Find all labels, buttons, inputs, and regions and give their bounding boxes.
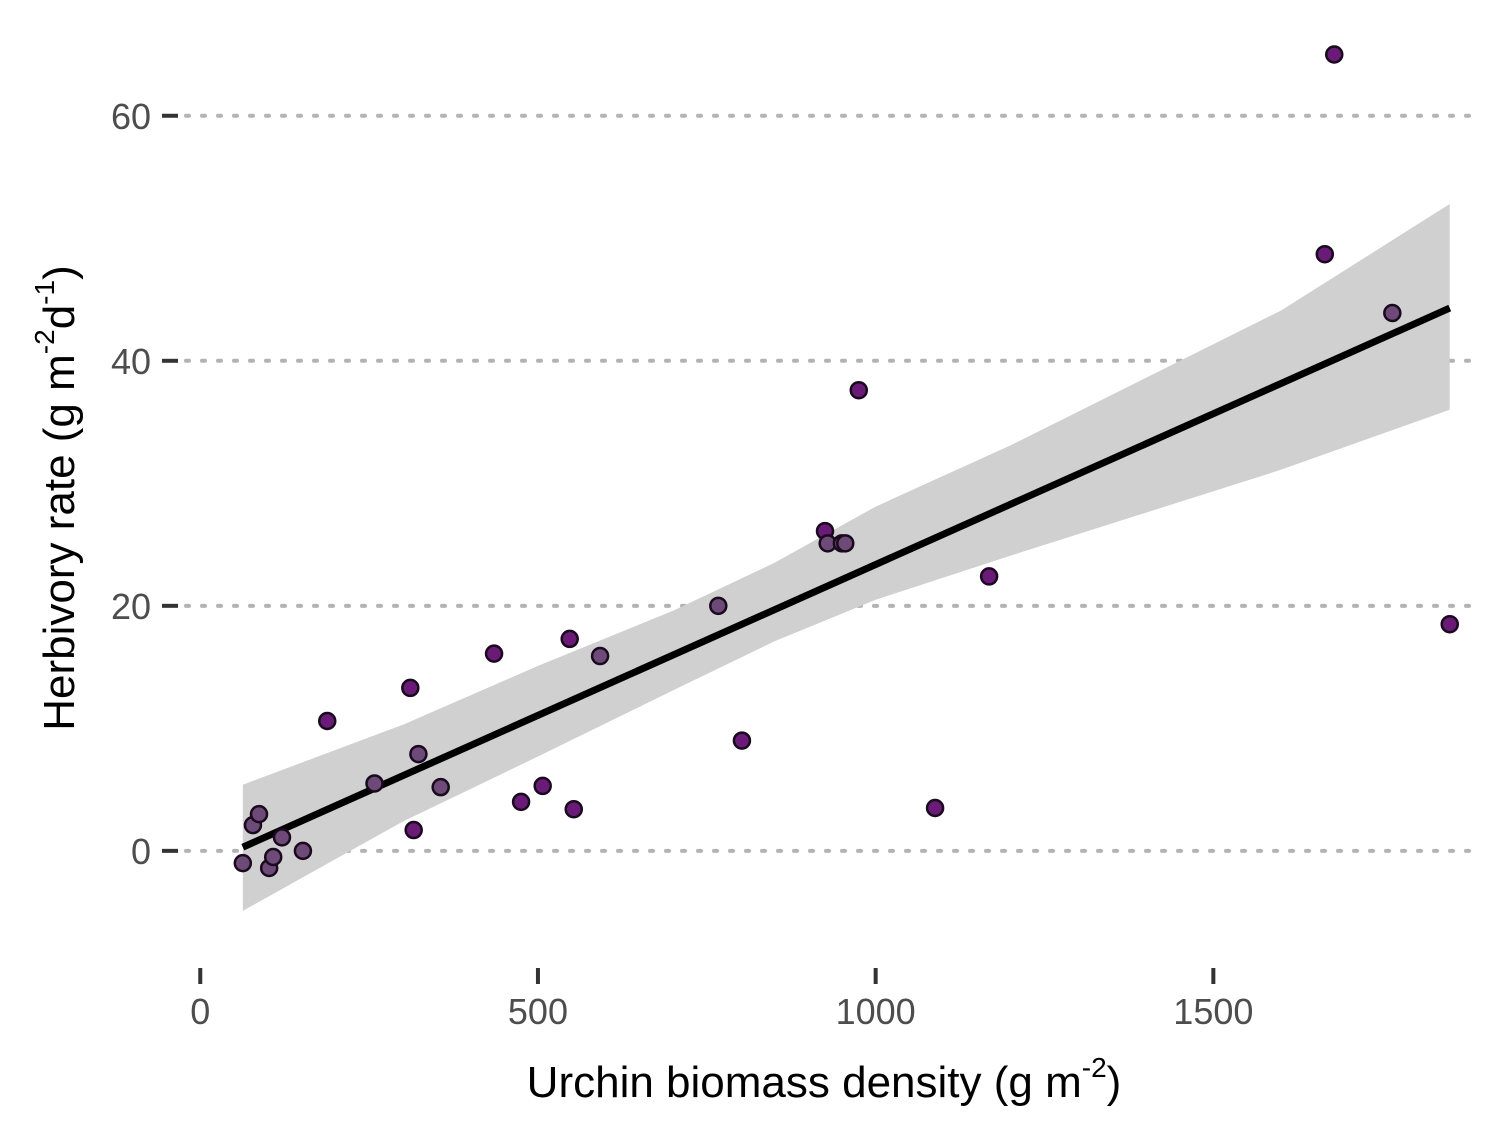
data-points [233, 45, 1459, 878]
confidence-band [242, 204, 1450, 911]
data-point [404, 820, 423, 840]
data-point [979, 567, 999, 586]
data-point [1383, 303, 1402, 323]
data-point [409, 744, 428, 764]
data-point [836, 534, 855, 553]
data-point [233, 853, 253, 873]
data-point [560, 629, 579, 649]
y-tick-label: 0 [131, 831, 151, 872]
data-point [511, 792, 531, 812]
x-tick-label: 0 [190, 991, 210, 1032]
data-point [732, 731, 752, 750]
x-axis-title: Urchin biomass density (g m-2) [527, 1052, 1122, 1107]
data-point [249, 804, 269, 824]
data-point [293, 841, 313, 861]
data-point [1315, 244, 1335, 264]
data-point [849, 380, 869, 400]
y-tick-label: 20 [111, 586, 151, 627]
x-tick-label: 1500 [1173, 991, 1253, 1032]
y-axis-title: Herbivory rate (g m-2d-1) [29, 265, 84, 731]
y-tick-label: 40 [111, 341, 151, 382]
fit-line [241, 304, 1452, 851]
x-axis: 0 500 1000 1500 [190, 968, 1253, 1032]
data-point [484, 644, 504, 663]
data-point [431, 777, 450, 797]
y-axis: 0 20 40 60 [111, 96, 178, 872]
data-point [925, 798, 945, 818]
data-point [272, 828, 292, 847]
data-point [1324, 45, 1344, 64]
data-point [365, 774, 384, 793]
data-point [590, 646, 610, 666]
x-tick-label: 1000 [836, 991, 916, 1032]
data-point [1440, 614, 1459, 634]
x-tick-label: 500 [508, 991, 568, 1032]
data-point [564, 799, 584, 819]
data-point [263, 847, 283, 867]
data-point [317, 711, 337, 731]
data-point [401, 678, 420, 698]
data-point [709, 596, 728, 616]
data-point [533, 776, 552, 796]
y-tick-label: 60 [111, 96, 151, 137]
